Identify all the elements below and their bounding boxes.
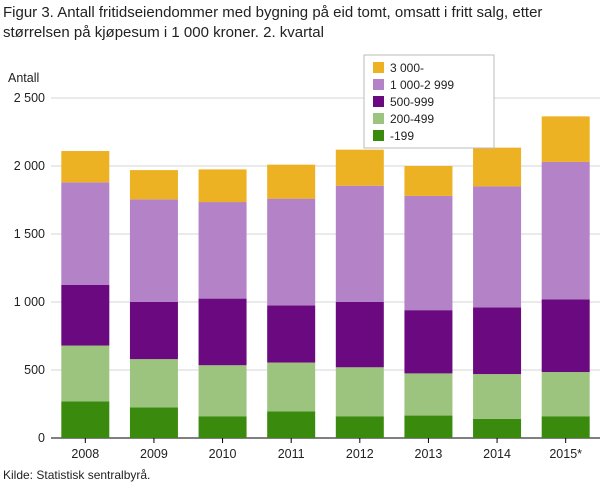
bar-segment (404, 166, 453, 196)
bar-segment (198, 416, 247, 438)
y-tick-label: 1 000 (14, 295, 45, 309)
bar-segment (198, 365, 247, 417)
bar-segment (198, 298, 247, 366)
bar-segment (473, 147, 522, 187)
bar-segment (335, 302, 384, 368)
x-tick-label: 2012 (346, 447, 374, 461)
legend-label: 500-999 (390, 95, 434, 109)
bar-segment (198, 202, 247, 299)
bar-segment (335, 367, 384, 417)
legend-box (363, 54, 495, 149)
bar-segment (404, 415, 453, 438)
legend-swatch (373, 130, 384, 141)
bar-segment (335, 149, 384, 186)
y-tick-label: 1 500 (14, 227, 45, 241)
bar-segment (129, 407, 178, 438)
bar-segment (473, 374, 522, 419)
bar-stack-2012 (335, 149, 384, 438)
bar-segment (541, 299, 590, 373)
bar-segment (404, 373, 453, 416)
bar-segment (267, 305, 316, 363)
legend-swatch (373, 79, 384, 90)
x-tick-label: 2010 (209, 447, 237, 461)
bar-stack-2008 (61, 151, 110, 438)
x-axis: 2008 2009 2010 2011 2012 2013 2014 2015* (71, 438, 582, 461)
legend-label: 3 000- (390, 61, 424, 75)
bar-segment (61, 345, 110, 402)
y-tick-label: 0 (38, 431, 45, 445)
bar-segment (404, 195, 453, 311)
bar-segment (61, 182, 110, 285)
bar-segment (61, 285, 110, 346)
y-tick-label: 500 (24, 363, 45, 377)
bar-stack-2013 (404, 166, 453, 438)
bar-segment (335, 185, 384, 302)
bar-segment (473, 186, 522, 308)
y-tick-label: 2 000 (14, 159, 45, 173)
bar-stacks (61, 116, 590, 438)
legend-swatch (373, 113, 384, 124)
y-tick-label: 2 500 (14, 91, 45, 105)
legend: 3 000- 1 000-2 999 500-999 200-499 -199 (363, 54, 495, 149)
source-note: Kilde: Statistisk sentralbyrå. (3, 468, 151, 482)
bar-segment (541, 161, 590, 300)
x-tick-label: 2008 (71, 447, 99, 461)
bar-stack-2010 (198, 169, 247, 438)
legend-swatch (373, 62, 384, 73)
bar-segment (267, 411, 316, 438)
bar-segment (61, 151, 110, 183)
bar-segment (404, 310, 453, 374)
bar-stack-2009 (129, 170, 178, 438)
bar-segment (267, 164, 316, 199)
bar-segment (61, 401, 110, 438)
bar-segment (541, 372, 590, 417)
x-tick-label: 2011 (278, 447, 305, 461)
bar-segment (541, 116, 590, 162)
bar-segment (267, 362, 316, 412)
bar-segment (198, 169, 247, 203)
y-axis: 0 500 1 000 1 500 2 000 2 500 (14, 91, 45, 445)
x-tick-label: 2014 (483, 447, 511, 461)
bar-segment (129, 170, 178, 200)
bar-segment (129, 199, 178, 302)
y-axis-label: Antall (8, 71, 39, 85)
x-tick-label: 2015* (549, 447, 582, 461)
bar-segment (541, 416, 590, 438)
bar-segment (473, 307, 522, 375)
legend-swatch (373, 96, 384, 107)
legend-label: -199 (390, 129, 414, 143)
legend-label: 200-499 (390, 112, 434, 126)
bar-stack-2014 (473, 147, 522, 438)
stacked-bar-chart: 0 500 1 000 1 500 2 000 2 500 2008 2009 2010 201… (8, 54, 600, 461)
bar-segment (335, 416, 384, 438)
chart-title: Figur 3. Antall fritidseiendommer med by… (3, 4, 543, 41)
x-tick-label: 2009 (140, 447, 168, 461)
bar-segment (129, 359, 178, 408)
x-tick-label: 2013 (415, 447, 443, 461)
bar-segment (267, 198, 316, 306)
bar-stack-2015 (541, 116, 590, 438)
bar-segment (473, 418, 522, 438)
bar-segment (129, 302, 178, 360)
bar-stack-2011 (267, 164, 316, 438)
legend-label: 1 000-2 999 (390, 78, 454, 92)
